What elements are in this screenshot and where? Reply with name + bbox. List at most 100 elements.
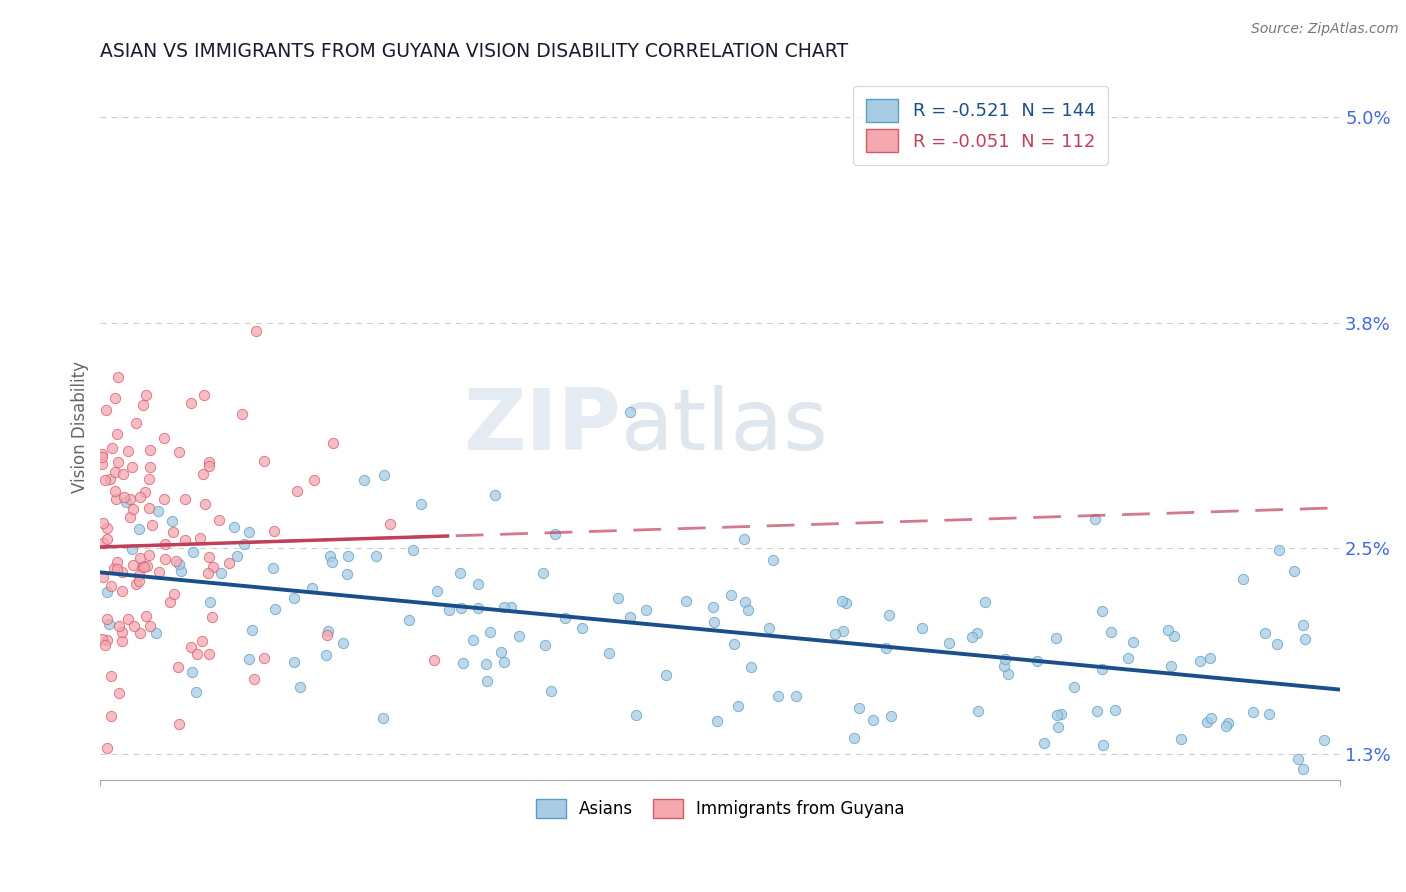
Point	[879, 608, 901, 623]
Point	[533, 638, 555, 652]
Point	[91, 536, 114, 550]
Point	[96, 633, 118, 648]
Point	[100, 820, 122, 834]
Point	[100, 668, 122, 682]
Point	[263, 524, 285, 538]
Point	[146, 503, 169, 517]
Point	[475, 657, 498, 671]
Point	[111, 566, 134, 580]
Point	[422, 653, 444, 667]
Point	[598, 646, 620, 660]
Point	[128, 626, 150, 640]
Point	[322, 436, 344, 450]
Point	[378, 517, 401, 532]
Point	[129, 551, 152, 566]
Point	[218, 557, 240, 571]
Point	[152, 492, 174, 507]
Point	[100, 708, 122, 723]
Point	[104, 391, 127, 405]
Point	[198, 550, 221, 565]
Point	[94, 638, 117, 652]
Point	[283, 655, 305, 669]
Point	[332, 636, 354, 650]
Point	[489, 645, 512, 659]
Point	[675, 594, 697, 608]
Point	[1104, 703, 1126, 717]
Point	[1163, 629, 1185, 643]
Point	[1101, 625, 1123, 640]
Point	[224, 520, 246, 534]
Point	[194, 497, 217, 511]
Point	[737, 603, 759, 617]
Point	[184, 684, 207, 698]
Point	[702, 599, 724, 614]
Point	[1160, 659, 1182, 673]
Point	[253, 454, 276, 468]
Point	[364, 549, 387, 563]
Point	[336, 567, 359, 582]
Point	[198, 459, 221, 474]
Point	[107, 619, 129, 633]
Point	[1090, 662, 1112, 676]
Point	[824, 627, 846, 641]
Point	[167, 659, 190, 673]
Point	[167, 557, 190, 571]
Point	[540, 683, 562, 698]
Point	[831, 594, 853, 608]
Point	[373, 468, 395, 483]
Point	[848, 701, 870, 715]
Point	[128, 568, 150, 582]
Point	[880, 708, 903, 723]
Point	[1286, 752, 1309, 766]
Point	[285, 483, 308, 498]
Point	[316, 624, 339, 639]
Point	[96, 740, 118, 755]
Point	[1265, 637, 1288, 651]
Point	[111, 583, 134, 598]
Point	[104, 465, 127, 479]
Point	[103, 561, 125, 575]
Point	[100, 579, 122, 593]
Point	[135, 608, 157, 623]
Point	[451, 657, 474, 671]
Point	[122, 501, 145, 516]
Point	[290, 680, 312, 694]
Point	[993, 659, 1015, 673]
Point	[938, 636, 960, 650]
Point	[304, 473, 326, 487]
Point	[543, 527, 565, 541]
Point	[100, 442, 122, 456]
Point	[321, 555, 343, 569]
Point	[785, 689, 807, 703]
Point	[315, 628, 337, 642]
Point	[240, 624, 263, 638]
Point	[167, 717, 190, 731]
Point	[1045, 632, 1067, 646]
Point	[619, 610, 641, 624]
Text: ASIAN VS IMMIGRANTS FROM GUYANA VISION DISABILITY CORRELATION CHART: ASIAN VS IMMIGRANTS FROM GUYANA VISION D…	[100, 42, 848, 61]
Point	[1046, 707, 1069, 722]
Point	[636, 603, 658, 617]
Point	[655, 667, 678, 681]
Point	[201, 610, 224, 624]
Point	[107, 370, 129, 384]
Point	[1156, 623, 1178, 637]
Point	[139, 443, 162, 458]
Point	[211, 566, 233, 580]
Point	[253, 651, 276, 665]
Point	[499, 599, 522, 614]
Point	[960, 630, 983, 644]
Point	[1091, 604, 1114, 618]
Point	[1032, 736, 1054, 750]
Point	[467, 577, 489, 591]
Point	[1241, 705, 1264, 719]
Y-axis label: Vision Disability: Vision Disability	[72, 361, 89, 493]
Point	[1268, 543, 1291, 558]
Point	[238, 652, 260, 666]
Point	[966, 626, 988, 640]
Point	[135, 559, 157, 574]
Point	[90, 450, 112, 464]
Point	[619, 405, 641, 419]
Point	[768, 689, 790, 703]
Point	[1195, 715, 1218, 730]
